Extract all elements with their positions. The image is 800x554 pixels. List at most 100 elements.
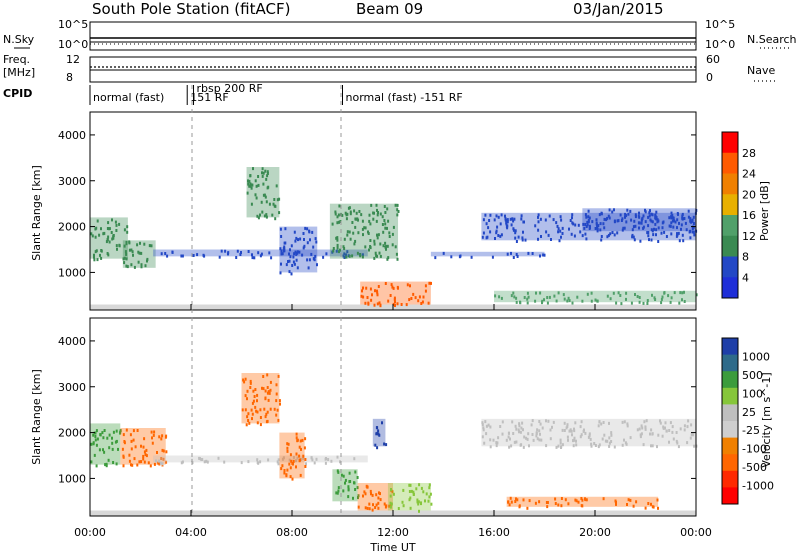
heatmap-cell <box>353 481 355 485</box>
heatmap-cell <box>356 486 359 490</box>
heatmap-cell <box>344 478 347 482</box>
heatmap-cell <box>655 210 658 214</box>
heatmap-cell <box>107 227 110 231</box>
heatmap-cell <box>600 238 603 242</box>
heatmap-cell <box>495 444 498 448</box>
heatmap-cell <box>650 228 653 232</box>
heatmap-cell <box>115 462 118 466</box>
heatmap-cell <box>272 202 275 206</box>
heatmap-cell <box>519 301 522 305</box>
heatmap-cell <box>293 230 296 234</box>
heatmap-cell <box>133 457 136 461</box>
heatmap-cell <box>279 227 282 231</box>
heatmap-cell <box>664 426 666 430</box>
heatmap-cell <box>522 220 525 224</box>
heatmap-cell <box>408 490 411 493</box>
heatmap-cell <box>123 256 126 260</box>
heatmap-cell <box>125 257 128 261</box>
heatmap-cell <box>672 216 675 220</box>
heatmap-cell <box>269 407 272 411</box>
heatmap-cell <box>634 215 637 219</box>
heatmap-cell <box>499 222 502 226</box>
heatmap-cell <box>383 219 386 222</box>
heatmap-cell <box>518 505 521 509</box>
heatmap-cell <box>381 421 383 425</box>
heatmap-cell <box>679 427 682 431</box>
heatmap-cell <box>242 378 245 382</box>
heatmap-cell <box>153 430 156 434</box>
colorbar-swatch <box>722 437 738 455</box>
heatmap-cell <box>324 457 327 461</box>
heatmap-cell <box>396 285 399 289</box>
date-label: 03/Jan/2015 <box>573 0 664 18</box>
heatmap-cell <box>553 294 556 298</box>
heatmap-cell <box>370 203 373 207</box>
heatmap-cell <box>587 218 590 222</box>
heatmap-cell <box>580 433 583 437</box>
heatmap-cell <box>574 498 577 502</box>
heatmap-cell <box>377 432 380 436</box>
heatmap-cell <box>251 253 253 257</box>
heatmap-cell <box>336 238 339 242</box>
heatmap-cell <box>205 459 208 463</box>
heatmap-cell <box>274 217 277 221</box>
heatmap-cell <box>119 430 122 434</box>
heatmap-cell <box>417 502 420 506</box>
heatmap-cell <box>671 425 674 429</box>
heatmap-cell <box>384 222 387 226</box>
heatmap-cell <box>538 500 541 504</box>
heatmap-cell <box>676 232 678 236</box>
heatmap-cell <box>681 214 684 218</box>
heatmap-cell <box>640 424 643 428</box>
heatmap-cell <box>140 444 142 448</box>
heatmap-cell <box>608 444 611 448</box>
heatmap-cell <box>557 291 560 295</box>
heatmap-cell <box>342 489 345 493</box>
heatmap-cell <box>629 436 632 440</box>
heatmap-cell <box>256 458 259 462</box>
heatmap-cell <box>112 236 115 240</box>
heatmap-cell <box>521 236 524 240</box>
heatmap-cell <box>247 460 250 464</box>
heatmap-cell <box>145 448 148 452</box>
heatmap-cell <box>442 251 445 255</box>
heatmap-cell <box>534 299 537 303</box>
heatmap-cell <box>298 445 301 449</box>
heatmap-cell <box>296 439 299 443</box>
heatmap-cell <box>522 230 524 234</box>
heatmap-cell <box>291 264 294 267</box>
heatmap-cell <box>563 429 566 432</box>
heatmap-cell <box>265 420 268 424</box>
heatmap-cell <box>266 391 269 395</box>
heatmap-cell <box>580 420 583 424</box>
heatmap-cell <box>515 240 518 243</box>
heatmap-cell <box>617 219 620 223</box>
heatmap-cell <box>392 302 395 306</box>
heatmap-cell <box>304 458 307 461</box>
heatmap-cell <box>146 257 149 261</box>
heatmap-cell <box>107 235 110 239</box>
heatmap-cell <box>644 426 647 429</box>
heatmap-cell <box>507 431 510 435</box>
heatmap-cell <box>415 487 418 491</box>
heatmap-cell <box>571 221 574 225</box>
heatmap-cell <box>512 432 515 435</box>
heatmap-cell <box>130 447 133 451</box>
heatmap-cell <box>687 209 690 213</box>
colorbar-swatch <box>722 421 738 439</box>
heatmap-cell <box>100 227 102 231</box>
heatmap-cell <box>299 473 302 477</box>
heatmap-cell <box>626 208 629 212</box>
heatmap-cell <box>512 227 515 231</box>
heatmap-cell <box>268 391 271 395</box>
heatmap-cell <box>376 289 378 293</box>
heatmap-cell <box>256 393 259 397</box>
heatmap-cell <box>111 441 114 445</box>
heatmap-cell <box>504 214 506 218</box>
heatmap-cell <box>647 231 650 234</box>
heatmap-cell <box>573 436 576 440</box>
heatmap-cell <box>374 506 377 509</box>
heatmap-cell <box>115 429 118 433</box>
heatmap-cell <box>267 390 270 394</box>
heatmap-cell <box>566 423 569 427</box>
